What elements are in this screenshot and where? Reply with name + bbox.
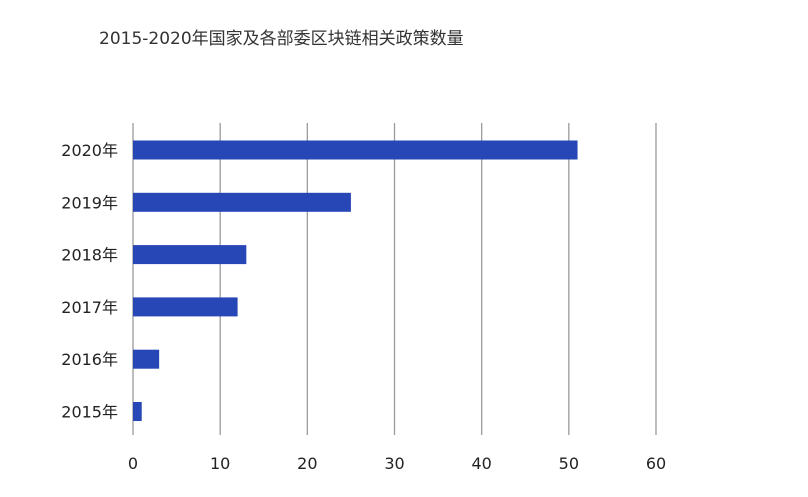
category-label: 2016年 [61,350,118,369]
x-tick-label: 30 [384,454,404,473]
x-tick-label: 60 [646,454,666,473]
x-tick-label: 40 [471,454,491,473]
bar-2017年 [133,297,238,317]
bar-2018年 [133,245,247,265]
category-label: 2015年 [61,403,118,422]
category-labels: 2020年 2019年 2018年 2017年 2016年 2015年 [61,141,118,422]
x-axis-tick-labels: 0 10 20 30 40 50 60 [128,454,666,473]
x-tick-label: 0 [128,454,138,473]
bar-2015年 [133,402,142,421]
category-label: 2018年 [61,246,118,265]
bars [133,140,578,421]
category-label: 2017年 [61,298,118,317]
category-label: 2020年 [61,141,118,160]
x-tick-label: 50 [559,454,579,473]
bar-2019年 [133,192,351,212]
category-label: 2019年 [61,193,118,212]
chart-title: 2015-2020年国家及各部委区块链相关政策数量 [99,29,464,49]
bar-2020年 [133,140,578,160]
gridlines [132,123,657,435]
x-tick-label: 20 [297,454,317,473]
bar-2016年 [133,349,160,369]
x-tick-label: 10 [210,454,230,473]
